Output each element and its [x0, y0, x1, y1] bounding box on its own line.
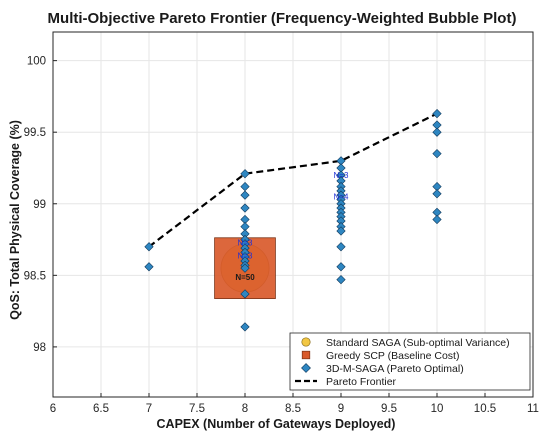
- x-tick-label: 7.5: [189, 403, 205, 415]
- pareto-optimal-diamond: [432, 189, 442, 199]
- chart-title: Multi-Objective Pareto Frontier (Frequen…: [48, 10, 517, 27]
- count-annotation: N=3: [238, 251, 253, 260]
- pareto-optimal-diamond: [432, 214, 442, 225]
- pareto-optimal-diamond: [240, 322, 250, 332]
- y-tick-label: 100: [27, 56, 46, 68]
- y-axis-label: QoS: Total Physical Coverage (%): [8, 120, 22, 320]
- y-tick-label: 99: [33, 199, 46, 211]
- x-tick-label: 9.5: [381, 403, 397, 415]
- pareto-optimal-diamond: [336, 275, 346, 285]
- legend-entry-label: Greedy SCP (Baseline Cost): [326, 350, 459, 362]
- x-tick-label: 11: [527, 403, 539, 415]
- pareto-optimal-diamond: [144, 242, 154, 252]
- count-annotation: N=3: [334, 171, 349, 180]
- x-tick-label: 8.5: [285, 403, 301, 415]
- y-tick-label: 99.5: [24, 127, 46, 139]
- x-axis-label: CAPEX (Number of Gateways Deployed): [157, 417, 396, 431]
- pareto-optimal-diamond: [336, 226, 346, 236]
- pareto-optimal-diamond: [336, 242, 346, 252]
- legend-standard-saga-swatch: [301, 337, 311, 347]
- pareto-optimal-diamond: [240, 203, 250, 213]
- x-tick-label: 8: [242, 403, 248, 415]
- pareto-frontier-path: [148, 112, 438, 248]
- legend: Standard SAGA (Sub-optimal Variance)Gree…: [289, 332, 531, 391]
- pareto-optimal-diamond: [336, 262, 346, 272]
- x-tick-label: 10: [431, 403, 444, 415]
- legend-entry-label: Pareto Frontier: [326, 376, 397, 388]
- pareto-frontier-line: [148, 112, 438, 248]
- x-tick-label: 9: [338, 403, 344, 415]
- pareto-optimal-diamond: [240, 190, 250, 200]
- legend-greedy-scp-swatch: [301, 350, 311, 360]
- count-annotation: N=50: [235, 273, 255, 282]
- legend-box: [289, 332, 531, 391]
- count-annotations: N=3 N=3 N=50 N=3 N=4: [235, 171, 349, 282]
- pareto-optimal-diamond: [432, 127, 442, 137]
- x-tick-label: 7: [146, 403, 152, 415]
- y-tick-label: 98: [33, 342, 46, 354]
- y-tick-label: 98.5: [24, 270, 46, 282]
- x-tick-label: 6: [50, 403, 56, 415]
- pareto-optimal-diamond: [240, 263, 250, 273]
- pareto-optimal-diamond: [432, 149, 442, 159]
- legend-pareto-optimal-swatch: [301, 363, 311, 373]
- pareto-optimal-diamond: [144, 262, 154, 272]
- count-annotation: N=4: [334, 193, 349, 202]
- pareto-optimal-markers: [144, 108, 442, 332]
- pareto-optimal-diamond: [240, 169, 250, 179]
- legend-entry-label: Standard SAGA (Sub-optimal Variance): [326, 337, 510, 349]
- pareto-optimal-diamond: [432, 108, 442, 119]
- count-annotation: N=3: [238, 238, 253, 247]
- x-tick-label: 10.5: [474, 403, 496, 415]
- pareto-optimal-diamond: [240, 289, 250, 299]
- x-tick-label: 6.5: [93, 403, 109, 415]
- legend-entry-label: 3D-M-SAGA (Pareto Optimal): [326, 363, 464, 375]
